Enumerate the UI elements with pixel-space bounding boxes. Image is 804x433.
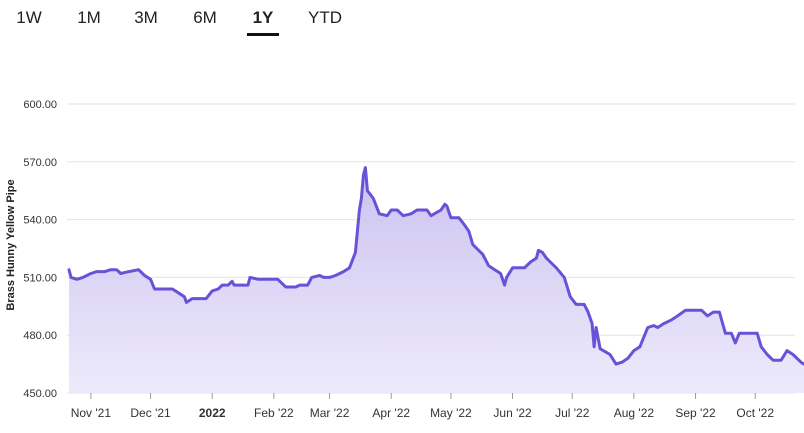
tab-ytd[interactable]: YTD [308, 8, 342, 27]
tab-1y-label: 1Y [252, 8, 274, 27]
range-selector: 1W 1M 3M 6M 1Y YTD [0, 0, 400, 38]
x-tick-label: Jul '22 [555, 406, 590, 420]
series-line[interactable] [67, 166, 804, 372]
tab-1y[interactable]: 1Y [247, 8, 279, 36]
x-tick-label: Nov '21 [71, 406, 112, 420]
y-tick-label: 570.00 [23, 157, 57, 169]
y-tick-label: 510.00 [23, 272, 57, 284]
x-tick-label: May '22 [430, 406, 472, 420]
tab-1m[interactable]: 1M [77, 8, 101, 27]
x-axis-ticks: Nov '21 Dec '21 2022 Feb '22 Mar '22 Apr '22 M… [71, 393, 774, 420]
tab-1w[interactable]: 1W [16, 8, 42, 27]
active-tab-underline [247, 33, 279, 36]
x-tick-label: Dec '21 [130, 406, 171, 420]
y-tick-label: 480.00 [23, 330, 57, 342]
tab-6m[interactable]: 6M [193, 8, 217, 27]
x-tick-label: Mar '22 [310, 406, 350, 420]
area-fill-layer [69, 167, 804, 393]
y-tick-label: 450.00 [23, 388, 57, 400]
y-tick-label: 600.00 [23, 99, 57, 111]
x-tick-label: Jun '22 [493, 406, 532, 420]
x-tick-label: Feb '22 [254, 406, 294, 420]
y-axis-ticks: 450.00 480.00 510.00 540.00 570.00 600.00 [23, 99, 57, 400]
y-tick-label: 540.00 [23, 215, 57, 227]
x-tick-label: Apr '22 [372, 406, 410, 420]
x-tick-label: Sep '22 [675, 406, 716, 420]
x-tick-label: Oct '22 [736, 406, 774, 420]
series-line-layer [67, 166, 804, 372]
y-axis-title: Brass Hunny Yellow Pipe [5, 179, 17, 310]
x-tick-label: Aug '22 [614, 406, 655, 420]
x-tick-label: 2022 [199, 406, 226, 420]
tab-3m[interactable]: 3M [134, 8, 158, 27]
series-area [69, 167, 804, 393]
